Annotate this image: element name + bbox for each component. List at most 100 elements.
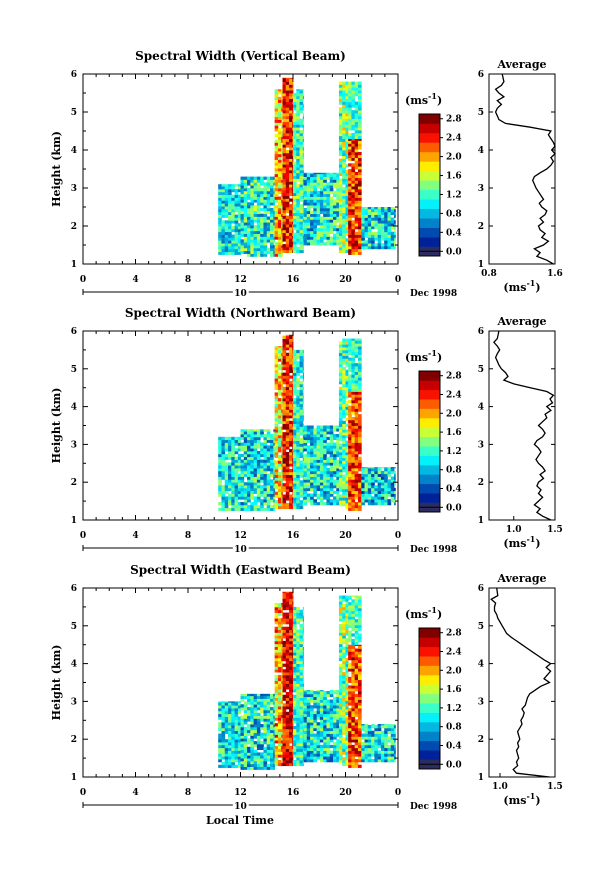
heatmap-cell [333, 456, 337, 460]
heatmap-cell [354, 371, 359, 375]
heatmap-cell [345, 505, 349, 510]
heatmap-cell [338, 167, 343, 171]
heatmap-cell [266, 462, 271, 466]
heatmap-cell [253, 462, 258, 466]
heatmap-cell [260, 465, 264, 469]
heatmap-cell [234, 716, 239, 720]
heatmap-cell [228, 462, 232, 466]
heatmap-cell [243, 465, 248, 469]
heatmap-cell [390, 243, 395, 247]
heatmap-cell [374, 487, 379, 492]
heatmap-cell [313, 190, 318, 195]
heatmap-cell [296, 112, 300, 117]
heatmap-cell [345, 198, 349, 202]
heatmap-cell [342, 386, 346, 390]
heatmap-cell [336, 465, 340, 469]
heatmap-cell [274, 443, 279, 447]
heatmap-cell [351, 411, 356, 415]
heatmap-cell [285, 132, 290, 137]
heatmap-cell [292, 235, 294, 239]
heatmap-cell [377, 496, 382, 500]
heatmap-cell [348, 93, 352, 97]
heatmap-cell [289, 127, 293, 131]
heatmap-cell [282, 463, 287, 467]
heatmap-cell [377, 485, 382, 489]
heatmap-cell [273, 227, 276, 232]
heatmap-cell [266, 222, 271, 226]
heatmap-cell [221, 713, 226, 717]
heatmap-cell [293, 454, 297, 459]
heatmap-cell [338, 406, 343, 410]
heatmap-cell [247, 763, 251, 768]
heatmap-cell [221, 228, 226, 233]
heatmap-cell [296, 175, 300, 179]
heatmap-cell [266, 247, 271, 252]
heatmap-cell [292, 420, 294, 425]
heatmap-cell [333, 490, 337, 494]
heatmap-cell [348, 419, 352, 424]
heatmap-cell [237, 722, 241, 726]
heatmap-cell [345, 434, 349, 439]
heatmap-cell [293, 491, 297, 495]
heatmap-cell [293, 745, 297, 750]
heatmap-cell [289, 218, 293, 222]
heatmap-cell [299, 381, 304, 385]
heatmap-cell [237, 747, 241, 751]
heatmap-cell [231, 496, 235, 500]
heatmap-cell [247, 712, 251, 716]
heatmap-cell [390, 470, 395, 475]
heatmap-cell [319, 199, 324, 203]
heatmap-cell [326, 462, 331, 466]
heatmap-cell [281, 500, 283, 504]
heatmap-cell [299, 426, 304, 430]
heatmap-cell [260, 216, 264, 220]
heatmap-cell [338, 500, 343, 504]
heatmap-cell [354, 374, 359, 378]
heatmap-cell [351, 206, 356, 210]
heatmap-cell [253, 473, 258, 477]
heatmap-cell [256, 715, 261, 719]
heatmap-cell [336, 196, 340, 200]
heatmap-cell [270, 707, 274, 711]
heatmap-cell [302, 135, 304, 139]
heatmap-cell [277, 694, 282, 699]
heatmap-cell [316, 487, 321, 492]
heatmap-cell [292, 335, 294, 339]
heatmap-cell [274, 369, 279, 373]
heatmap-cell [240, 758, 245, 762]
heatmap-cell [266, 436, 271, 441]
heatmap-cell [266, 709, 271, 714]
heatmap-cell [274, 153, 279, 158]
heatmap-cell [296, 505, 300, 510]
heatmap-cell [302, 386, 304, 390]
heatmap-cell [338, 238, 343, 242]
heatmap-cell [351, 397, 356, 401]
heatmap-cell [380, 228, 385, 233]
heatmap-cell [371, 226, 375, 230]
heatmap-cell [260, 741, 264, 745]
heatmap-cell [310, 222, 314, 226]
heatmap-cell [218, 468, 222, 472]
heatmap-cell [293, 372, 297, 376]
heatmap-cell [345, 454, 349, 459]
heatmap-cell [277, 372, 282, 376]
heatmap-cell [354, 431, 359, 435]
heatmap-cell [351, 388, 356, 392]
heatmap-cell [240, 207, 245, 212]
heatmap-cell [357, 124, 362, 128]
heatmap-cell [277, 505, 282, 510]
heatmap-cell [357, 451, 362, 455]
heatmap-cell [282, 101, 287, 105]
heatmap-cell [221, 451, 226, 455]
heatmap-cell [319, 205, 324, 209]
heatmap-cell [243, 712, 248, 716]
heatmap-cell [237, 206, 241, 210]
heatmap-cell [293, 364, 297, 368]
heatmap-cell [345, 172, 349, 177]
heatmap-cell [277, 159, 282, 163]
heatmap-cell [342, 415, 346, 419]
heatmap-cell [351, 127, 356, 131]
heatmap-cell [243, 451, 248, 455]
heatmap-cell [296, 759, 300, 764]
heatmap-cell [285, 657, 290, 662]
